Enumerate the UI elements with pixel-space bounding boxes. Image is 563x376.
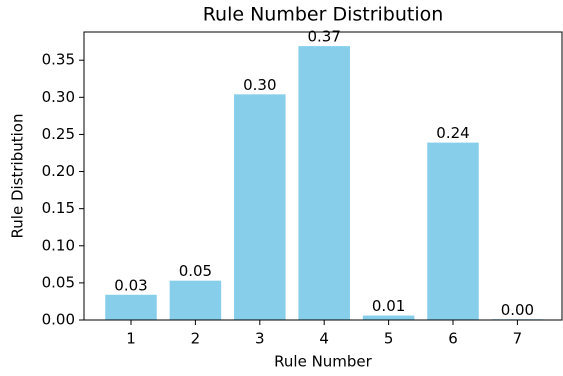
y-tick-label: 0.10: [42, 236, 75, 254]
x-tick-label: 1: [126, 330, 136, 348]
y-tick-label: 0.20: [42, 162, 75, 180]
x-tick-label: 6: [448, 330, 458, 348]
x-axis-label: Rule Number: [274, 353, 373, 371]
y-tick-label: 0.30: [42, 88, 75, 106]
x-tick-label: 3: [255, 330, 265, 348]
y-tick-label: 0.15: [42, 199, 75, 217]
bar: [427, 142, 479, 320]
x-tick-label: 5: [384, 330, 394, 348]
bar: [298, 46, 350, 321]
value-label: 0.37: [307, 28, 340, 46]
y-tick-label: 0.35: [42, 51, 75, 69]
bar: [105, 294, 157, 320]
value-label: 0.30: [243, 76, 276, 94]
value-label: 0.00: [501, 301, 534, 319]
y-tick-label: 0.05: [42, 273, 75, 291]
plot-frame: [83, 31, 563, 321]
value-label: 0.03: [114, 276, 147, 294]
chart-title: Rule Number Distribution: [203, 4, 444, 26]
value-label: 0.24: [436, 124, 469, 142]
y-tick-label: 0.25: [42, 125, 75, 143]
bar: [234, 94, 286, 320]
value-label: 0.01: [372, 297, 405, 315]
x-tick-label: 4: [319, 330, 329, 348]
y-axis-label: Rule Distribution: [9, 114, 27, 239]
x-tick-label: 2: [191, 330, 201, 348]
bar: [169, 280, 222, 320]
y-tick-label: 0.00: [42, 311, 75, 329]
x-tick-label: 7: [513, 330, 523, 348]
bar: [362, 315, 415, 320]
value-label: 0.05: [179, 262, 212, 280]
